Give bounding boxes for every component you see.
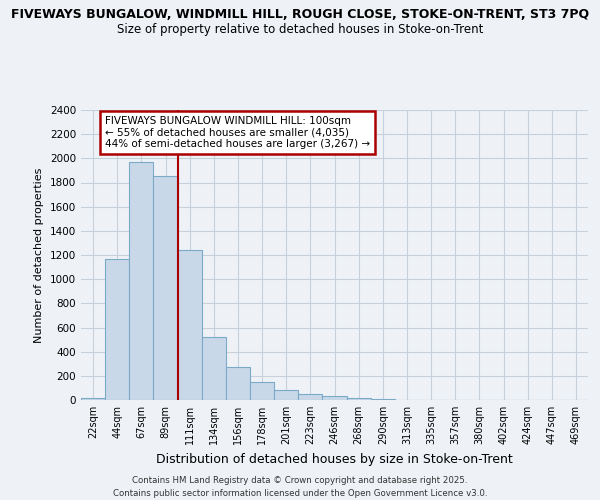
Bar bbox=[298, 394, 322, 400]
Text: Contains HM Land Registry data © Crown copyright and database right 2025.
Contai: Contains HM Land Registry data © Crown c… bbox=[113, 476, 487, 498]
Bar bbox=[154, 176, 178, 400]
Text: FIVEWAYS BUNGALOW WINDMILL HILL: 100sqm
← 55% of detached houses are smaller (4,: FIVEWAYS BUNGALOW WINDMILL HILL: 100sqm … bbox=[105, 116, 370, 149]
Bar bbox=[347, 398, 371, 400]
Bar bbox=[178, 250, 202, 400]
Bar bbox=[226, 368, 250, 400]
Bar bbox=[129, 162, 154, 400]
Bar bbox=[81, 398, 105, 400]
Bar bbox=[322, 396, 347, 400]
Y-axis label: Number of detached properties: Number of detached properties bbox=[34, 168, 44, 342]
Bar bbox=[274, 390, 298, 400]
Text: FIVEWAYS BUNGALOW, WINDMILL HILL, ROUGH CLOSE, STOKE-ON-TRENT, ST3 7PQ: FIVEWAYS BUNGALOW, WINDMILL HILL, ROUGH … bbox=[11, 8, 589, 20]
Text: Size of property relative to detached houses in Stoke-on-Trent: Size of property relative to detached ho… bbox=[117, 22, 483, 36]
Bar bbox=[250, 382, 274, 400]
X-axis label: Distribution of detached houses by size in Stoke-on-Trent: Distribution of detached houses by size … bbox=[156, 452, 513, 466]
Bar bbox=[105, 258, 129, 400]
Bar bbox=[202, 337, 226, 400]
